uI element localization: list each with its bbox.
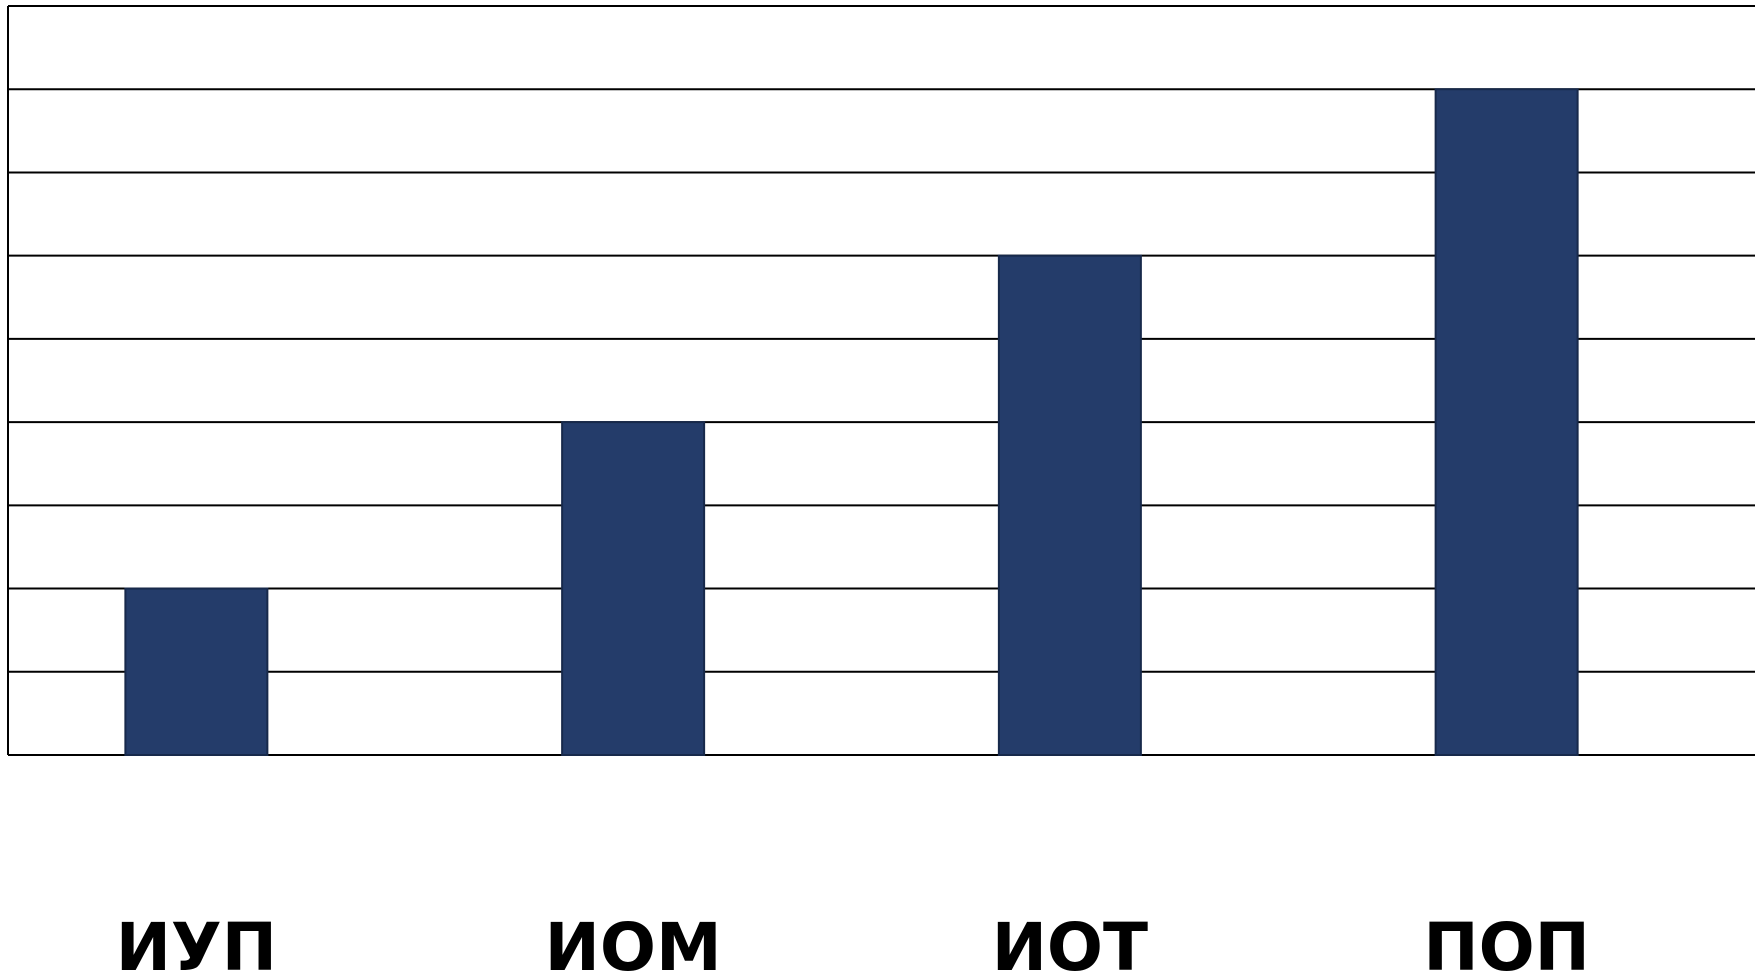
x-axis-labels: ИУП ИОМ ИОТ ПОП [116, 909, 1590, 980]
x-tick-label: ИОТ [992, 909, 1148, 980]
bar-2 [561, 421, 706, 756]
bar-3 [997, 254, 1142, 757]
bar-1 [124, 587, 269, 756]
bar-4 [1434, 88, 1579, 756]
bars [124, 88, 1579, 757]
x-tick-label: ИУП [116, 909, 277, 980]
x-tick-label: ИОМ [545, 909, 722, 980]
x-tick-label: ПОП [1423, 909, 1590, 980]
